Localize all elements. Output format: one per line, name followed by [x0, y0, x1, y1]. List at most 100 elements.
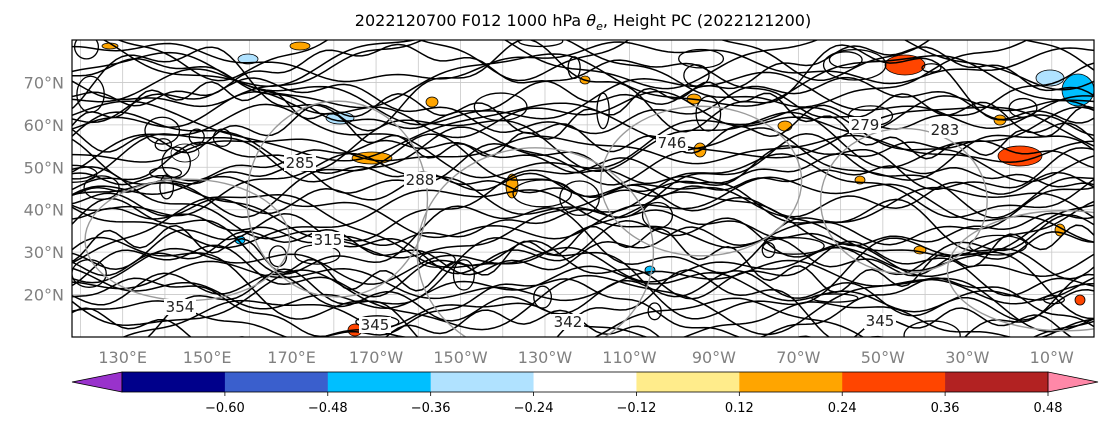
anomaly-patch: [777, 120, 793, 132]
closed-contour: [567, 56, 581, 80]
closed-contour: [149, 166, 183, 179]
contour-label-bg: [164, 299, 196, 315]
closed-contour: [533, 285, 553, 309]
height-contour: [116, 40, 1094, 82]
colorbar-outline: [121, 371, 1049, 393]
contour-labels: 285 288 315 354 345 342 345 279 283 746: [164, 116, 961, 334]
closed-contour: [83, 175, 120, 200]
contour-label: 315: [314, 231, 343, 249]
height-contour: [72, 207, 1094, 247]
closed-contour: [418, 251, 456, 268]
closed-contour: [762, 237, 825, 255]
height-contour: [72, 93, 1094, 154]
y-tick-label: 50°N: [24, 158, 64, 177]
colorbar-tick-label: −0.12: [617, 401, 657, 416]
anomaly-patch: [1074, 294, 1086, 306]
closed-contour: [452, 259, 475, 291]
x-tick-label: 170°W: [349, 348, 404, 367]
contour-label-bg: [404, 172, 436, 188]
closed-contour: [559, 180, 600, 217]
height-contour: [72, 197, 1094, 280]
contour-label: 283: [931, 121, 960, 139]
height-contour: [72, 224, 1094, 294]
y-tick-label: 60°N: [24, 116, 64, 135]
x-tick-label: 90°W: [692, 348, 736, 367]
closed-contour: [903, 320, 961, 337]
colorbar-tick-label: −0.24: [514, 401, 554, 416]
map-frame: [71, 39, 1095, 338]
contour-label-bg: [359, 317, 391, 333]
contour-label-bg: [929, 122, 961, 138]
closed-contour: [212, 128, 232, 147]
anomaly-patch: [425, 96, 439, 108]
contour-label-bg: [656, 135, 688, 151]
closed-contour: [72, 259, 107, 288]
colorbar-tick-label: 0.24: [828, 401, 857, 416]
x-tick-label: 10°W: [1030, 348, 1074, 367]
pc-contour: [819, 127, 988, 275]
height-contour: [72, 175, 1094, 243]
colorbar-swatch: [430, 372, 535, 392]
contour-label: 342: [554, 313, 583, 331]
closed-contour: [188, 128, 205, 145]
x-tick-label: 50°W: [861, 348, 905, 367]
height-contour: [121, 297, 1094, 337]
anomaly-patch: [289, 41, 311, 51]
closed-contour: [1008, 97, 1038, 119]
colorbar-swatch: [739, 372, 843, 392]
title-theta-symbol: θ: [586, 11, 596, 30]
height-contour: [72, 191, 1094, 272]
x-tick-label: 70°W: [776, 348, 820, 367]
y-tick-label: 40°N: [24, 201, 64, 220]
height-contour: [72, 240, 1094, 300]
contour-label-bg: [864, 313, 896, 329]
colorbar-swatch: [842, 372, 946, 392]
x-tick-label: 110°W: [602, 348, 657, 367]
contour-label: 345: [866, 312, 895, 330]
height-contour: [72, 134, 1094, 165]
colorbar-extend-high: [1047, 371, 1099, 393]
closed-contour: [154, 138, 173, 152]
colorbar-tick-label: 0.12: [725, 401, 754, 416]
colorbar: −0.60 −0.48 −0.36 −0.24 −0.12 0.12 0.24 0.36 0.4…: [71, 371, 1099, 416]
chart-title: 2022120700 F012 1000 hPa θe, Height PC (…: [355, 11, 811, 33]
height-contour: [72, 76, 1094, 137]
height-contour: [72, 157, 1094, 246]
y-tick-label: 70°N: [24, 73, 64, 92]
closed-contour: [811, 293, 859, 303]
contour-label: 354: [166, 298, 195, 316]
closed-contour: [828, 51, 863, 69]
contour-label-bg: [312, 232, 344, 248]
map-area: 285 288 315 354 345 342 345 279 283 746: [71, 39, 1095, 338]
pc-contour: [600, 105, 803, 257]
colorbar-swatch: [122, 372, 226, 392]
closed-contour: [761, 241, 776, 259]
contour-label: 285: [286, 154, 315, 172]
closed-contour: [517, 40, 564, 48]
contour-label-bg: [849, 117, 881, 133]
height-contour: [72, 270, 1094, 322]
colorbar-swatch: [224, 372, 329, 392]
colorbar-tick-label: −0.36: [411, 401, 451, 416]
closed-contour: [73, 40, 100, 60]
contour-label: 345: [361, 316, 390, 334]
height-contour: [72, 181, 1094, 259]
x-tick-label: 170°E: [267, 348, 316, 367]
closed-contour: [596, 92, 610, 130]
colorbar-swatch: [327, 372, 432, 392]
colorbar-swatch: [533, 372, 637, 392]
x-tick-label: 130°W: [518, 348, 573, 367]
title-prefix: 2022120700 F012 1000 hPa: [355, 11, 586, 30]
pc-contour: [246, 100, 429, 298]
x-tick-label: 150°E: [183, 348, 232, 367]
height-contour: [72, 277, 1094, 337]
y-tick-label: 20°N: [24, 286, 64, 305]
anomaly-patch: [237, 53, 259, 65]
closed-contour: [822, 49, 887, 81]
height-contour: [72, 103, 1094, 183]
title-suffix: , Height PC (2022121200): [603, 11, 811, 30]
y-axis-ticks: 70°N 60°N 50°N 40°N 30°N 20°N: [24, 73, 64, 304]
height-contour: [72, 133, 1094, 219]
height-contour: [72, 186, 1094, 249]
